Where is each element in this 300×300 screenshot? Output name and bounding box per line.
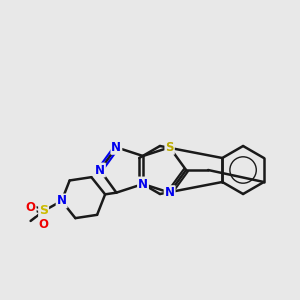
Text: N: N: [111, 141, 122, 154]
Text: O: O: [26, 201, 36, 214]
Text: O: O: [39, 218, 49, 231]
Text: N: N: [95, 164, 105, 176]
Text: S: S: [165, 141, 174, 154]
Text: N: N: [165, 186, 175, 199]
Text: N: N: [57, 194, 67, 207]
Text: S: S: [39, 204, 48, 218]
Text: N: N: [138, 178, 148, 190]
